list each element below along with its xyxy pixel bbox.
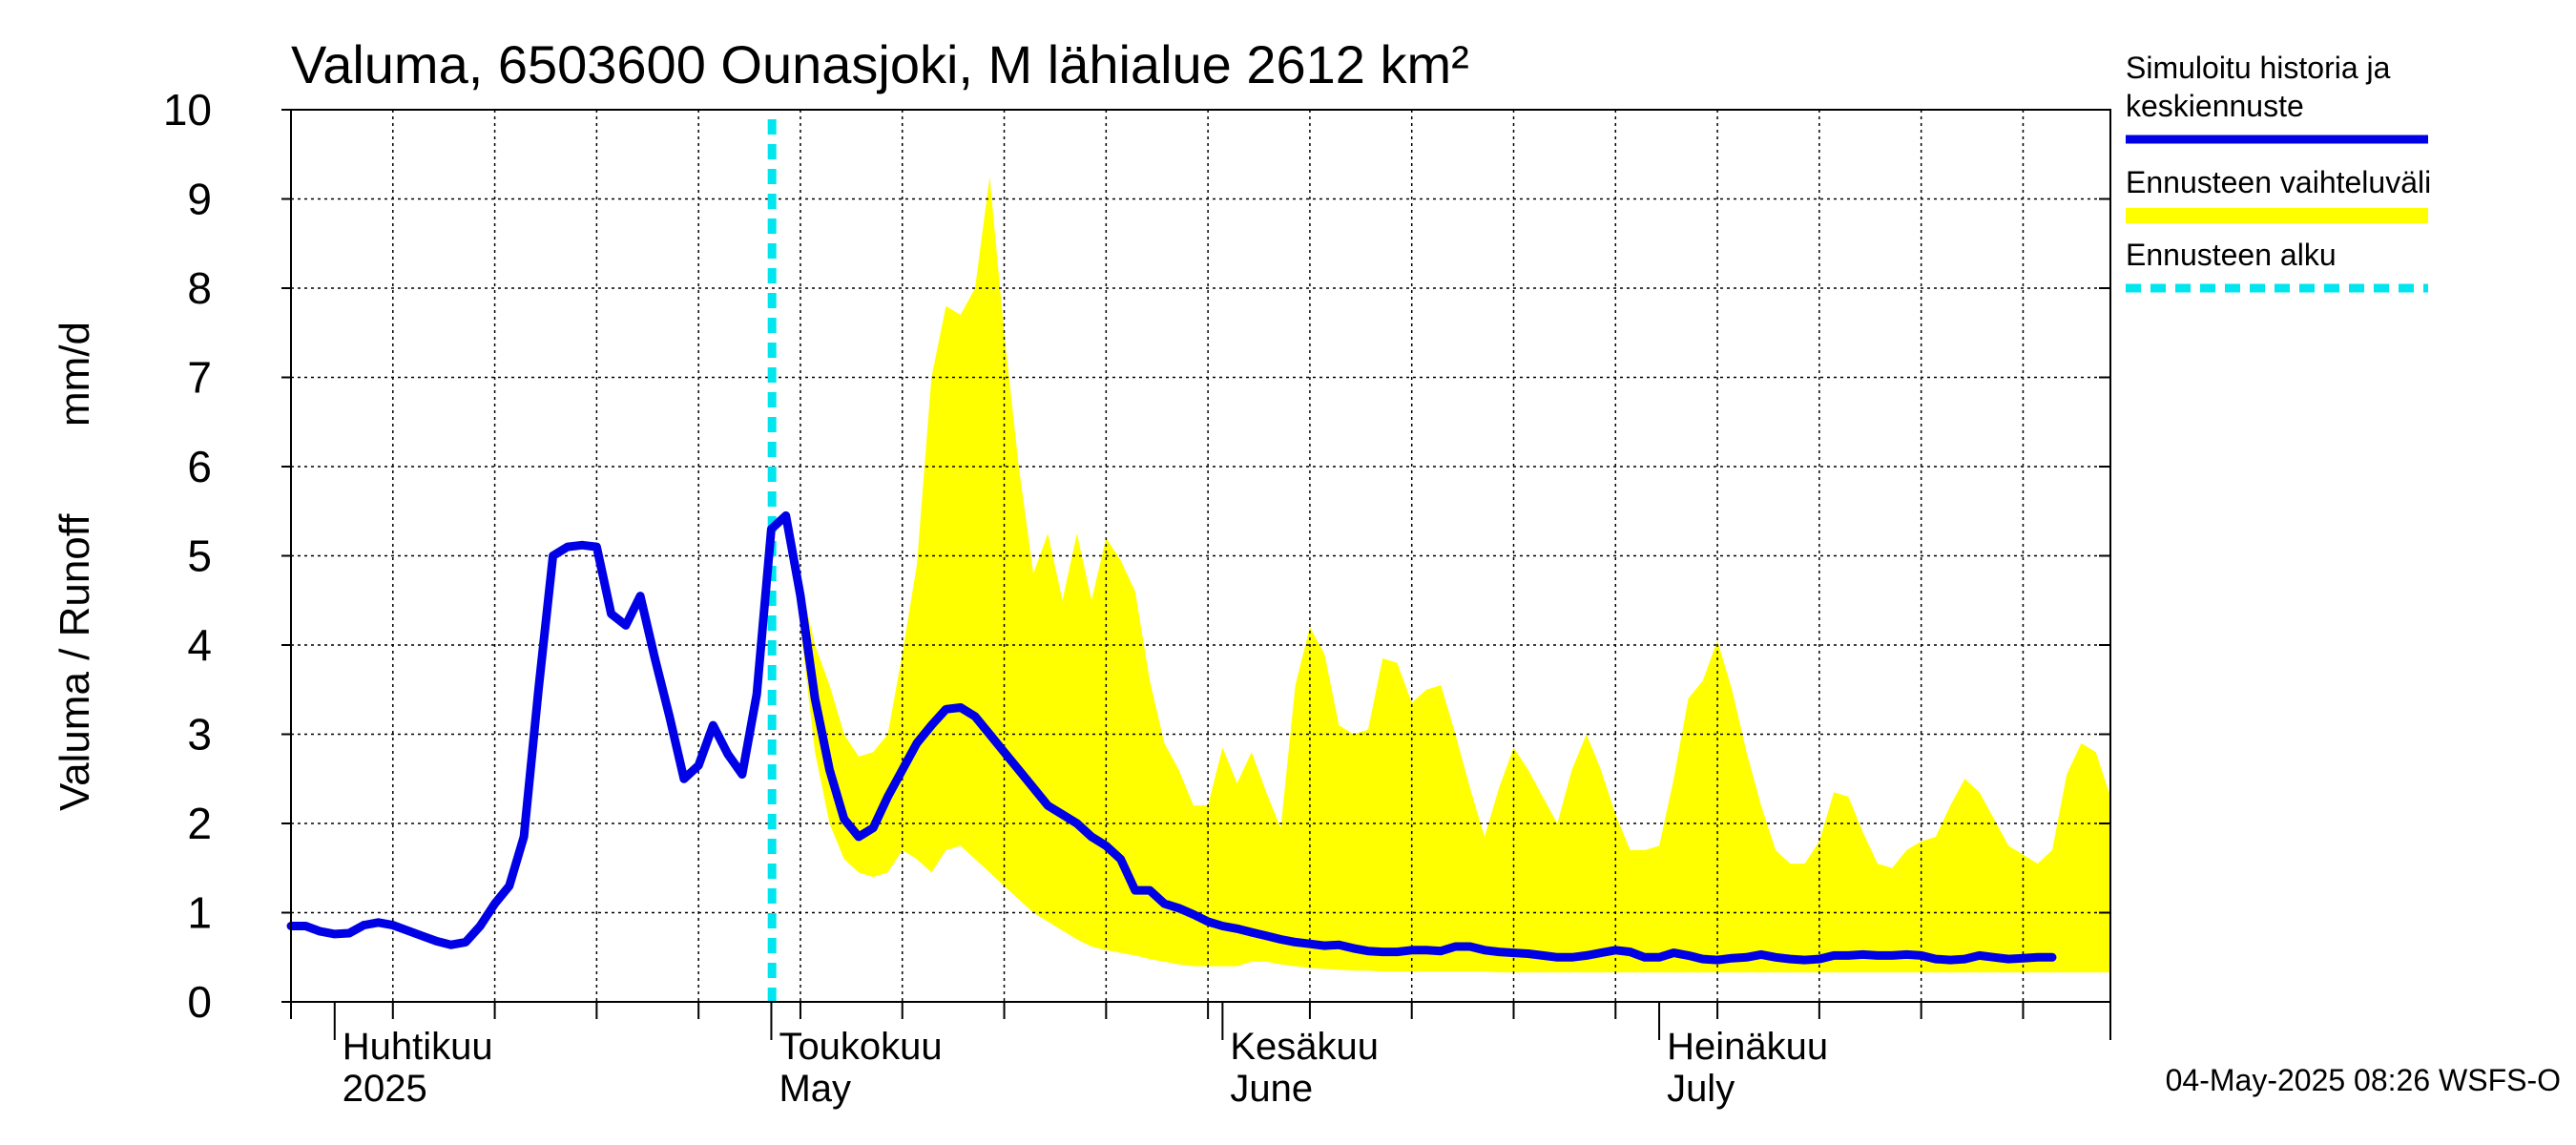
- legend: Simuloitu historia ja keskiennuste Ennuste…: [2126, 51, 2431, 293]
- y-tick-label: 3: [187, 710, 212, 760]
- y-tick-label: 1: [187, 888, 212, 938]
- median-forecast-line: [286, 510, 2057, 965]
- median-line-layer: [286, 510, 2057, 965]
- x-month-sublabel: May: [779, 1068, 851, 1110]
- forecast-range-band: [785, 177, 2111, 973]
- y-tick-label: 0: [187, 977, 212, 1027]
- x-month-label: Toukokuu: [779, 1026, 942, 1068]
- y-tick-label: 4: [187, 620, 212, 670]
- y-tick-label: 6: [187, 442, 212, 491]
- y-tick-label: 9: [187, 175, 212, 224]
- y-tick-label: 5: [187, 531, 212, 581]
- x-month-label: Huhtikuu: [343, 1026, 493, 1068]
- x-month-label: Heinäkuu: [1667, 1026, 1828, 1068]
- legend-label: Simuloitu historia ja: [2126, 51, 2391, 85]
- y-axis-ticks: 0 1 2 3 4 5 6 7 8 9 10: [163, 85, 2110, 1027]
- legend-label: Ennusteen alku: [2126, 238, 2337, 272]
- y-axis-label-right: mm/d: [52, 322, 98, 427]
- footer-timestamp: 04-May-2025 08:26 WSFS-O: [2166, 1063, 2561, 1097]
- y-axis-label-left: Valuma / Runoff: [52, 513, 98, 811]
- y-tick-label: 8: [187, 263, 212, 313]
- chart-title: Valuma, 6503600 Ounasjoki, M lähialue 26…: [291, 34, 1469, 94]
- y-tick-label: 2: [187, 799, 212, 848]
- x-month-sublabel: 2025: [343, 1068, 427, 1110]
- y-tick-label: 10: [163, 85, 212, 135]
- y-tick-label: 7: [187, 353, 212, 403]
- legend-label: Ennusteen vaihteluväli: [2126, 165, 2431, 199]
- legend-label: keskiennuste: [2126, 89, 2304, 123]
- x-month-sublabel: July: [1667, 1068, 1735, 1110]
- x-month-label: Kesäkuu: [1230, 1026, 1379, 1068]
- forecast-range-layer: [785, 177, 2111, 973]
- x-month-sublabel: June: [1230, 1068, 1313, 1110]
